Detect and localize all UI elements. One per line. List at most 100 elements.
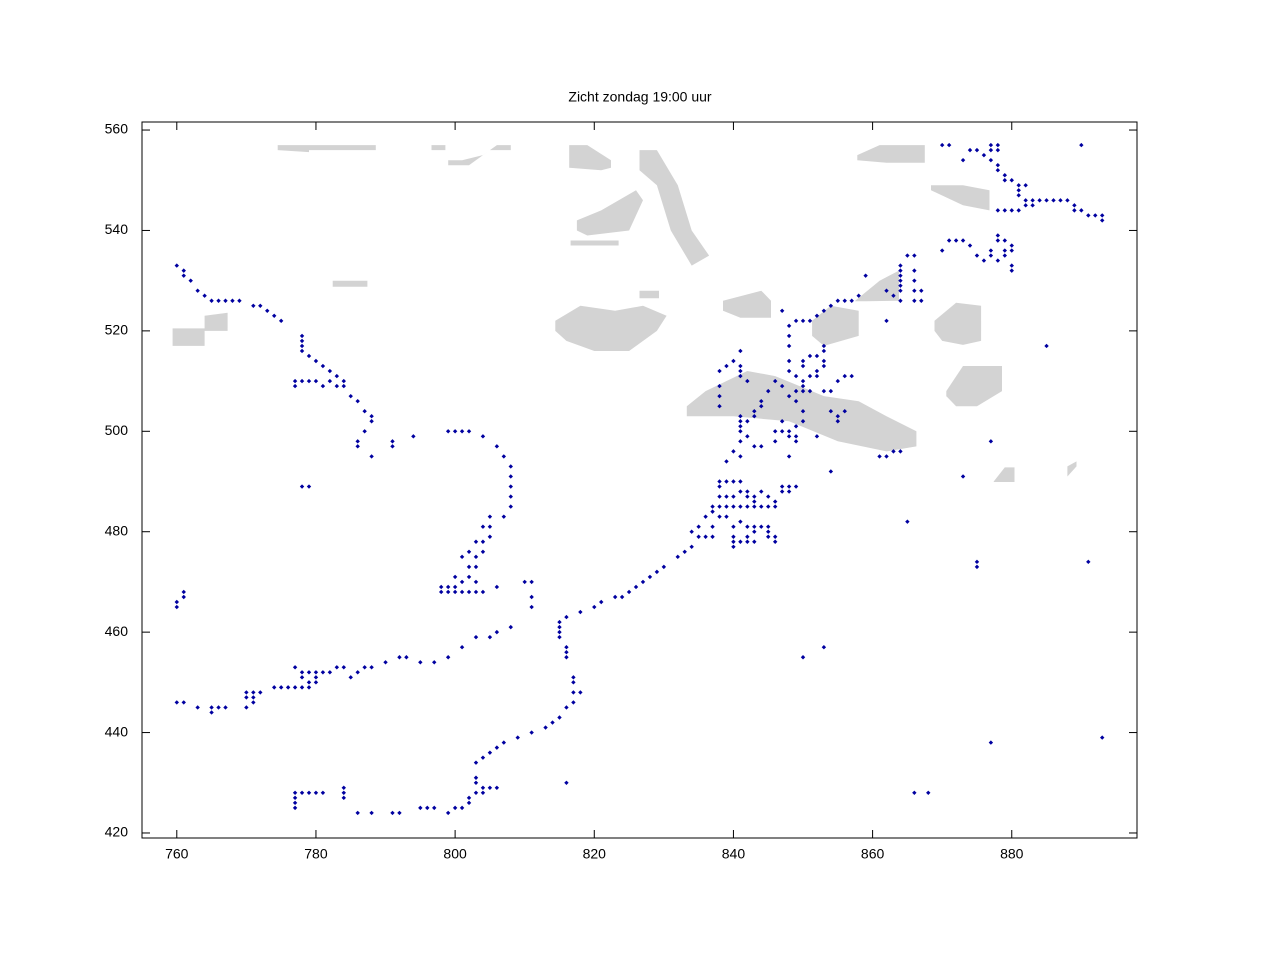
point bbox=[786, 429, 792, 434]
point bbox=[251, 303, 256, 308]
point bbox=[738, 489, 743, 494]
y-tick-label: 520 bbox=[105, 322, 129, 338]
point bbox=[779, 489, 785, 494]
point bbox=[487, 750, 493, 755]
point bbox=[299, 670, 305, 675]
point bbox=[967, 243, 973, 248]
point bbox=[793, 398, 799, 404]
point bbox=[480, 589, 486, 595]
point bbox=[1009, 263, 1014, 268]
point bbox=[1009, 208, 1014, 213]
point bbox=[800, 655, 806, 660]
point bbox=[891, 449, 896, 454]
point bbox=[981, 152, 987, 158]
fog-area bbox=[812, 305, 859, 346]
point bbox=[244, 695, 249, 700]
point bbox=[1065, 198, 1070, 203]
point bbox=[459, 579, 465, 585]
point bbox=[292, 383, 298, 389]
point bbox=[828, 409, 834, 414]
point bbox=[418, 805, 423, 811]
point bbox=[786, 454, 792, 459]
point bbox=[480, 539, 486, 544]
point bbox=[633, 584, 639, 590]
point bbox=[898, 278, 903, 283]
point bbox=[724, 459, 729, 464]
point bbox=[912, 288, 917, 293]
point bbox=[188, 278, 193, 283]
point bbox=[647, 574, 653, 580]
point bbox=[251, 690, 256, 695]
point bbox=[355, 444, 360, 449]
point bbox=[299, 484, 305, 489]
point bbox=[174, 700, 179, 705]
point bbox=[508, 474, 513, 479]
point bbox=[459, 429, 465, 434]
point bbox=[320, 670, 326, 675]
point bbox=[974, 564, 980, 570]
fog-area bbox=[570, 240, 619, 246]
point bbox=[793, 484, 799, 489]
point bbox=[432, 660, 437, 665]
point bbox=[738, 539, 743, 544]
point bbox=[898, 283, 903, 288]
point bbox=[571, 675, 576, 680]
point bbox=[195, 705, 200, 710]
point bbox=[988, 147, 994, 153]
point bbox=[459, 589, 465, 595]
point bbox=[849, 298, 854, 303]
point bbox=[452, 584, 458, 590]
point bbox=[487, 524, 493, 529]
point bbox=[738, 479, 743, 484]
point bbox=[786, 484, 792, 489]
point bbox=[1002, 178, 1007, 183]
x-tick-label: 840 bbox=[722, 846, 746, 862]
point bbox=[564, 645, 569, 650]
point bbox=[738, 363, 743, 369]
point bbox=[724, 363, 729, 369]
point bbox=[772, 439, 778, 444]
point bbox=[752, 494, 757, 499]
point bbox=[988, 142, 994, 148]
point bbox=[800, 388, 806, 394]
point bbox=[800, 358, 806, 364]
point bbox=[995, 168, 1001, 173]
point bbox=[974, 559, 980, 565]
point bbox=[724, 514, 729, 519]
point bbox=[912, 790, 917, 796]
point bbox=[390, 439, 395, 444]
point bbox=[578, 609, 583, 615]
point bbox=[529, 730, 534, 735]
point bbox=[884, 288, 889, 293]
y-tick-label: 420 bbox=[105, 824, 129, 840]
point bbox=[564, 780, 569, 785]
y-tick-label: 440 bbox=[105, 723, 129, 739]
point bbox=[258, 690, 263, 695]
point bbox=[174, 599, 179, 605]
point bbox=[912, 253, 917, 258]
point bbox=[522, 579, 527, 585]
point bbox=[912, 298, 917, 303]
point bbox=[425, 805, 430, 811]
fog-area bbox=[723, 290, 771, 318]
point bbox=[306, 680, 312, 685]
y-tick-label: 540 bbox=[105, 221, 129, 237]
point bbox=[738, 419, 743, 424]
point bbox=[731, 449, 736, 454]
point bbox=[369, 419, 374, 424]
point bbox=[828, 469, 834, 474]
point bbox=[995, 233, 1001, 238]
point bbox=[494, 584, 500, 590]
point bbox=[814, 368, 820, 374]
point bbox=[988, 248, 994, 253]
point bbox=[1079, 142, 1084, 148]
point bbox=[619, 594, 625, 600]
point bbox=[557, 624, 562, 630]
point bbox=[564, 650, 569, 655]
points bbox=[174, 142, 1105, 816]
point bbox=[974, 253, 980, 258]
point bbox=[779, 484, 785, 489]
point bbox=[369, 665, 374, 670]
fog-area bbox=[332, 280, 368, 287]
point bbox=[251, 700, 256, 705]
